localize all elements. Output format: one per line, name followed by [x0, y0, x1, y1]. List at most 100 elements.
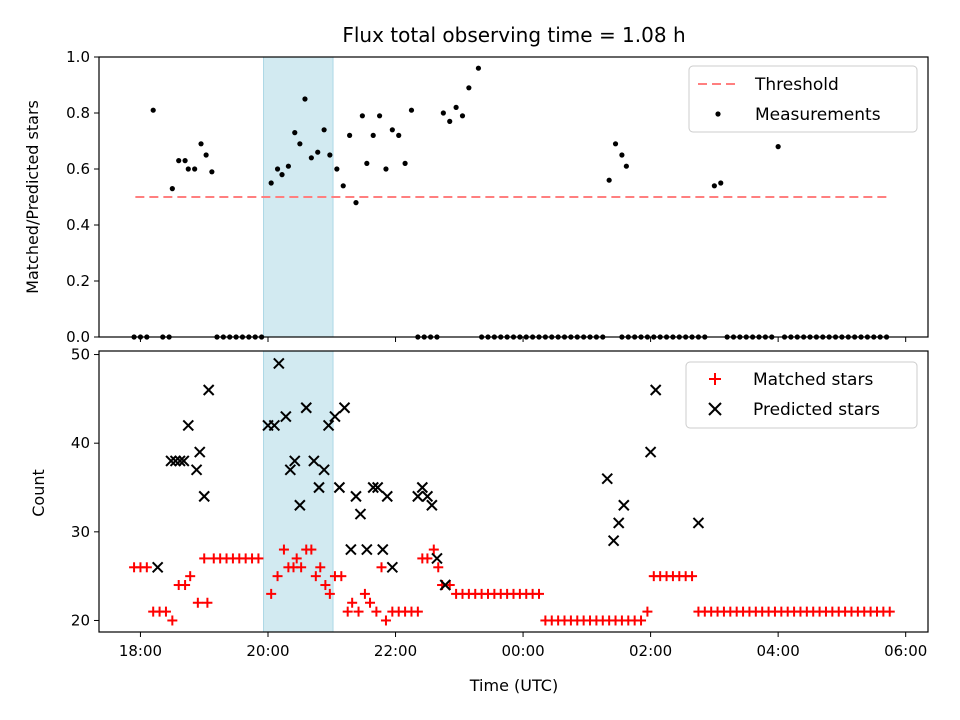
- bottom-legend: Matched stars Predicted stars: [685, 361, 918, 429]
- matched-star-point: [253, 553, 264, 564]
- matched-star-point: [428, 544, 439, 555]
- predicted-star-point: [416, 481, 429, 494]
- matched-star-point: [266, 588, 277, 599]
- matched-star-point: [310, 571, 321, 582]
- chart-title: Flux total observing time = 1.08 h: [342, 23, 685, 47]
- matched-star-point: [422, 553, 433, 564]
- predicted-star-point: [354, 508, 367, 520]
- x-tick-label: 20:00: [246, 642, 289, 660]
- matched-star-point: [185, 571, 196, 582]
- matched-star-point: [141, 562, 152, 573]
- predicted-star-point: [268, 419, 281, 432]
- predicted-star-point: [294, 499, 306, 511]
- measurement-point: [383, 166, 389, 172]
- y-tick-label: 30: [71, 523, 90, 541]
- matched-star-point: [160, 606, 171, 617]
- predicted-star-point: [350, 490, 362, 503]
- predicted-star-point: [421, 490, 434, 503]
- measurement-point: [447, 118, 453, 124]
- predicted-star-point: [338, 402, 351, 414]
- bottom-y-axis-label: Count: [29, 469, 48, 517]
- matched-stars-points: [129, 544, 895, 626]
- legend-threshold-label: Threshold: [754, 75, 839, 95]
- predicted-star-point: [202, 384, 215, 396]
- measurement-point: [718, 180, 724, 186]
- predicted-star-point: [367, 481, 379, 494]
- matched-star-point: [202, 597, 213, 608]
- y-tick-label: 50: [71, 346, 90, 364]
- predicted-star-point: [361, 543, 373, 556]
- x-tick-label: 00:00: [501, 642, 544, 660]
- matched-star-point: [365, 597, 376, 608]
- measurement-point: [408, 107, 415, 113]
- predicted-star-point: [601, 472, 613, 485]
- measurement-point: [612, 141, 619, 147]
- predicted-star-point: [313, 481, 325, 494]
- predicted-star-point: [151, 561, 164, 573]
- measurement-point: [334, 166, 340, 172]
- predicted-star-point: [289, 455, 301, 467]
- predicted-star-point: [329, 410, 341, 423]
- measurement-point: [315, 149, 321, 155]
- y-tick-label: 20: [71, 611, 90, 629]
- matched-star-point: [376, 562, 387, 573]
- predicted-star-point: [178, 455, 190, 467]
- measurement-point: [347, 132, 353, 138]
- measurement-point: [453, 104, 459, 110]
- matched-star-point: [306, 544, 317, 555]
- top-y-axis-label: Matched/Predicted stars: [23, 100, 42, 294]
- matched-star-point: [199, 553, 210, 564]
- measurement-point: [292, 130, 298, 136]
- measurement-point: [459, 113, 466, 119]
- y-tick-label: 1.0: [66, 48, 90, 66]
- matched-star-point: [371, 606, 382, 617]
- matched-star-point: [347, 597, 358, 608]
- measurement-point: [192, 166, 198, 172]
- matched-star-point: [433, 562, 444, 573]
- bottom-x-ticks: 18:00 20:00 22:00 00:00 02:00 04:00 06:00: [119, 632, 927, 660]
- legend-predicted-label: Predicted stars: [753, 400, 880, 420]
- matched-star-point: [167, 615, 178, 626]
- measurement-point: [203, 152, 209, 158]
- top-legend-box: [688, 65, 918, 133]
- predicted-star-point: [165, 455, 177, 467]
- measurement-point: [711, 183, 717, 189]
- predicted-star-point: [284, 464, 297, 476]
- matched-star-point: [291, 553, 302, 564]
- top-y-ticks: 0.0 0.2 0.4 0.6 0.8 1.0: [66, 48, 99, 346]
- measurement-point: [340, 183, 346, 189]
- matched-star-point: [278, 544, 289, 555]
- measurement-point: [623, 163, 629, 169]
- predicted-star-point: [431, 552, 443, 565]
- bottom-axes-frame: [98, 350, 929, 633]
- predicted-star-point: [280, 410, 292, 423]
- measurement-point: [150, 107, 156, 113]
- matched-star-point: [353, 606, 364, 617]
- measurement-point: [308, 155, 314, 161]
- measurement-point: [285, 163, 291, 169]
- predicted-star-point: [308, 455, 320, 467]
- predicted-star-point: [169, 455, 182, 467]
- predicted-star-point: [386, 561, 399, 573]
- measurement-point: [389, 127, 395, 133]
- measurement-point: [370, 132, 376, 138]
- y-tick-label: 40: [71, 434, 90, 452]
- predicted-star-point: [644, 446, 657, 458]
- predicted-star-point: [333, 481, 346, 494]
- y-tick-label: 0.0: [66, 328, 90, 346]
- predicted-star-point: [426, 499, 438, 511]
- measurement-point: [396, 132, 402, 138]
- y-tick-label: 0.2: [66, 272, 90, 290]
- measurement-point: [466, 85, 472, 91]
- matched-star-point: [336, 571, 347, 582]
- predicted-star-point: [300, 402, 312, 414]
- matched-star-point: [272, 571, 283, 582]
- predicted-star-point: [377, 543, 389, 556]
- predicted-star-point: [194, 446, 206, 458]
- measurement-point: [209, 169, 215, 175]
- predicted-star-point: [439, 579, 451, 591]
- top-axes-frame: [98, 56, 929, 338]
- predicted-star-point: [190, 464, 203, 476]
- predicted-star-point: [613, 517, 625, 529]
